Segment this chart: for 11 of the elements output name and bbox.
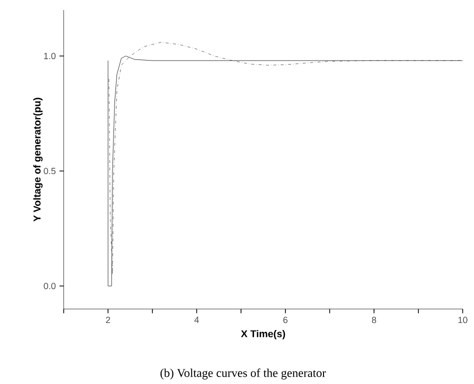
x-axis-title: X Time(s) xyxy=(240,330,286,340)
x-tick-label: 8 xyxy=(372,316,376,324)
x-tick-label: 4 xyxy=(194,316,199,323)
y-tick-label: 0.0 xyxy=(44,282,56,290)
y-axis-title: Y Voltage of generator(pu) xyxy=(33,98,43,222)
x-tick-label: 2 xyxy=(106,316,110,324)
x-tick-label: 6 xyxy=(283,316,288,324)
text: (b) Voltage curves of the generator xyxy=(160,368,326,380)
x-tick-label: 10 xyxy=(458,316,468,324)
y-tick-label: 1.0 xyxy=(44,52,56,60)
y-tick-label: 0.5 xyxy=(44,168,56,174)
